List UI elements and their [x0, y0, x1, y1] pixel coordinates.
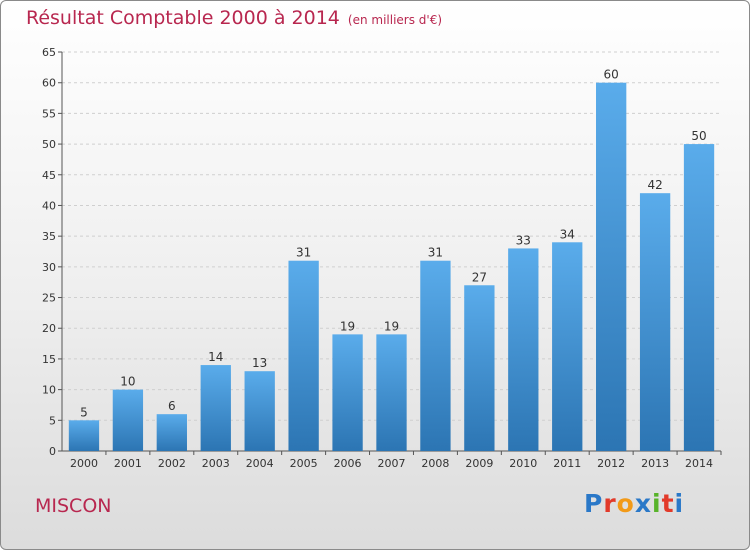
- bar: [68, 420, 100, 451]
- y-tick-label: 5: [49, 414, 56, 427]
- x-tick-label: 2001: [114, 457, 142, 470]
- y-tick-label: 65: [42, 46, 56, 59]
- data-label: 60: [604, 68, 619, 82]
- bar: [288, 260, 319, 451]
- data-label: 42: [647, 178, 662, 192]
- logo-letter: r: [603, 489, 617, 518]
- data-label: 27: [472, 270, 487, 284]
- commune-name: MISCON: [35, 495, 112, 517]
- y-tick-label: 45: [42, 169, 56, 182]
- data-label: 34: [560, 227, 575, 241]
- data-label: 31: [428, 246, 443, 260]
- data-label: 31: [296, 246, 311, 260]
- y-tick-label: 35: [42, 230, 56, 243]
- x-tick-label: 2007: [378, 457, 406, 470]
- x-tick-label: 2009: [465, 457, 493, 470]
- bar: [596, 82, 627, 451]
- y-tick-label: 15: [42, 353, 56, 366]
- chart-unit: (en milliers d'€): [347, 13, 443, 27]
- bar: [244, 371, 275, 451]
- x-tick-label: 2005: [290, 457, 318, 470]
- data-label: 19: [340, 319, 355, 333]
- data-label: 5: [80, 405, 88, 419]
- y-tick-label: 20: [42, 322, 56, 335]
- bar: [552, 242, 583, 451]
- bar: [332, 334, 363, 451]
- bar: [464, 285, 495, 451]
- data-label: 13: [252, 356, 267, 370]
- x-tick-label: 2011: [553, 457, 581, 470]
- logo-letter: x: [634, 489, 652, 518]
- x-tick-label: 2013: [641, 457, 669, 470]
- data-label: 6: [168, 399, 176, 413]
- x-tick-label: 2002: [158, 457, 186, 470]
- x-tick-label: 2006: [334, 457, 362, 470]
- x-tick-label: 2008: [421, 457, 449, 470]
- labels: 0 5 10 15 20 25 30 35 40 45 50 55 60 65 5 2000 10 2001 6 20…: [42, 46, 713, 470]
- y-tick-label: 55: [42, 107, 56, 120]
- y-tick-label: 60: [42, 77, 56, 90]
- logo-letter: t: [661, 489, 675, 518]
- chart-title: Résultat Comptable 2000 à 2014: [26, 7, 340, 29]
- bar: [639, 193, 671, 451]
- data-label: 50: [691, 129, 706, 143]
- chart-title-block: Résultat Comptable 2000 à 2014 (en millie…: [26, 7, 442, 29]
- bar: [420, 260, 451, 451]
- data-label: 10: [120, 375, 135, 389]
- data-label: 14: [208, 350, 223, 364]
- y-tick-label: 0: [49, 445, 56, 458]
- x-tick-label: 2014: [685, 457, 713, 470]
- y-tick-label: 30: [42, 261, 56, 274]
- data-label: 19: [384, 319, 399, 333]
- data-label: 33: [516, 233, 531, 247]
- x-tick-label: 2004: [246, 457, 274, 470]
- bar: [508, 248, 539, 451]
- y-tick-label: 10: [42, 384, 56, 397]
- bar: [200, 365, 231, 451]
- x-tick-label: 2003: [202, 457, 230, 470]
- bar: [376, 334, 407, 451]
- proxiti-logo: Proxiti: [584, 489, 684, 518]
- logo-letter: i: [674, 489, 685, 518]
- bar: [112, 389, 144, 451]
- x-tick-label: 2012: [597, 457, 625, 470]
- x-tick-label: 2010: [509, 457, 537, 470]
- y-tick-label: 25: [42, 292, 56, 305]
- y-tick-label: 40: [42, 199, 56, 212]
- bar: [683, 144, 715, 452]
- bar: [156, 414, 187, 451]
- logo-letter: i: [652, 489, 662, 518]
- x-tick-label: 2000: [70, 457, 98, 470]
- logo-letter: o: [616, 489, 635, 518]
- logo-letter: P: [584, 489, 604, 518]
- y-tick-label: 50: [42, 138, 56, 151]
- bars: [68, 82, 715, 452]
